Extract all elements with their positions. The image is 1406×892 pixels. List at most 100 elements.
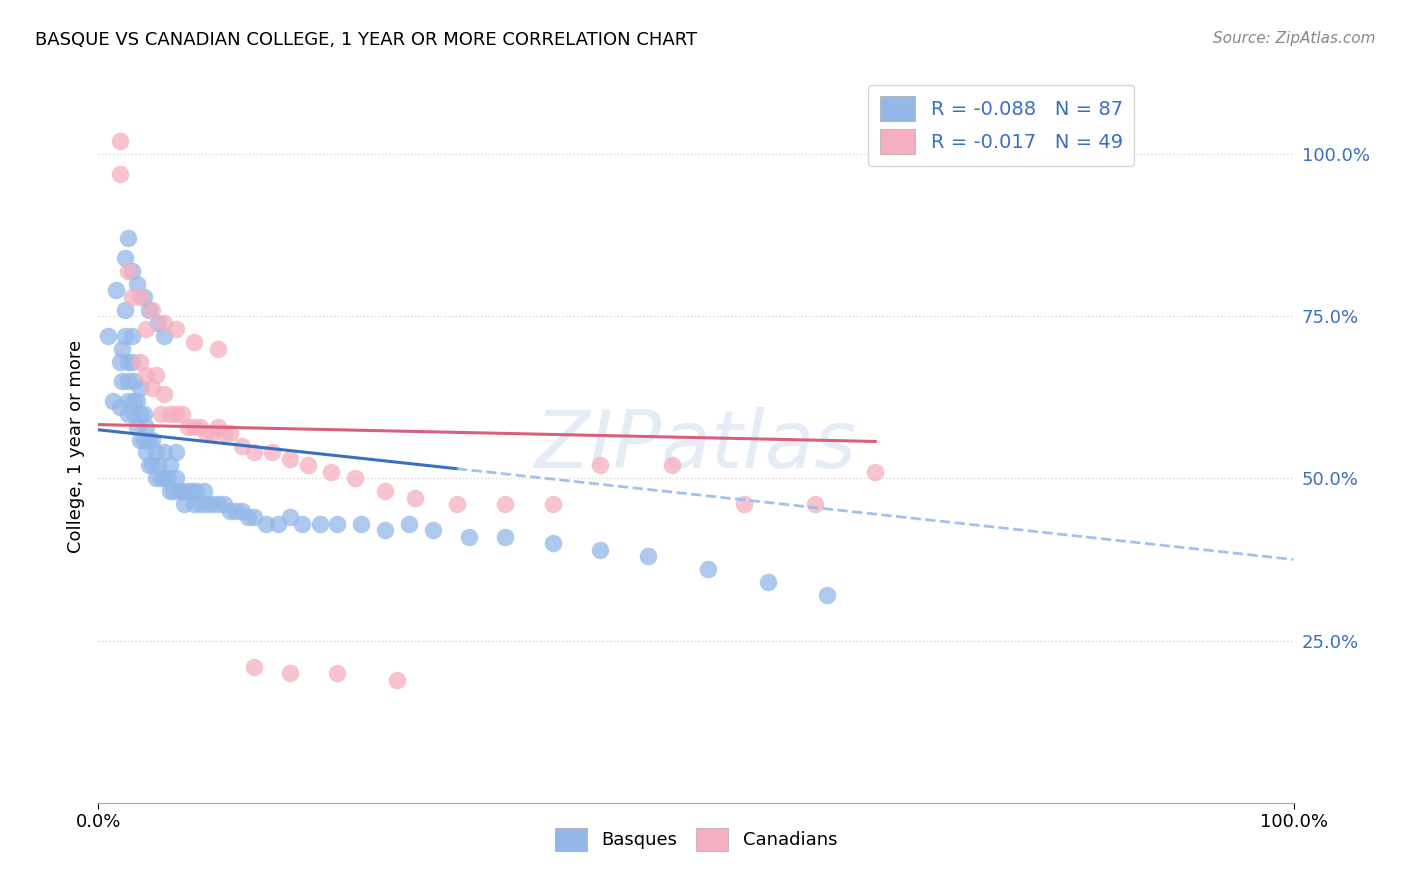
Point xyxy=(180,484,202,499)
Point xyxy=(260,445,283,459)
Point xyxy=(278,666,301,681)
Point xyxy=(225,504,247,518)
Point xyxy=(374,484,396,499)
Point xyxy=(865,465,887,479)
Point xyxy=(169,484,191,499)
Point xyxy=(117,264,139,278)
Point xyxy=(165,445,187,459)
Point xyxy=(183,497,205,511)
Point xyxy=(494,497,516,511)
Point xyxy=(124,393,146,408)
Point xyxy=(132,433,155,447)
Point xyxy=(243,445,266,459)
Point xyxy=(125,419,148,434)
Point xyxy=(117,374,139,388)
Point xyxy=(117,407,139,421)
Point xyxy=(321,465,343,479)
Point xyxy=(236,510,259,524)
Point xyxy=(458,530,481,544)
Point xyxy=(308,516,330,531)
Point xyxy=(105,283,128,297)
Point xyxy=(188,419,211,434)
Point xyxy=(219,425,242,440)
Point xyxy=(125,277,148,291)
Point xyxy=(108,400,131,414)
Point xyxy=(212,497,235,511)
Point xyxy=(135,368,157,382)
Point xyxy=(541,536,564,550)
Point xyxy=(231,504,253,518)
Text: ZIPatlas: ZIPatlas xyxy=(534,407,858,485)
Point xyxy=(177,484,200,499)
Text: Source: ZipAtlas.com: Source: ZipAtlas.com xyxy=(1212,31,1375,46)
Point xyxy=(159,484,181,499)
Point xyxy=(129,381,152,395)
Point xyxy=(159,458,181,473)
Point xyxy=(129,354,152,368)
Point xyxy=(173,497,195,511)
Point xyxy=(114,302,136,317)
Legend: Basques, Canadians: Basques, Canadians xyxy=(547,821,845,858)
Point xyxy=(446,497,468,511)
Point xyxy=(121,328,143,343)
Point xyxy=(188,497,211,511)
Point xyxy=(121,354,143,368)
Point xyxy=(195,425,218,440)
Point xyxy=(201,497,224,511)
Point xyxy=(114,328,136,343)
Point xyxy=(153,471,176,485)
Point xyxy=(148,316,170,330)
Point xyxy=(183,335,205,350)
Point xyxy=(132,290,155,304)
Point xyxy=(129,290,152,304)
Point xyxy=(815,588,838,602)
Point xyxy=(589,542,612,557)
Point xyxy=(129,433,152,447)
Point xyxy=(149,407,172,421)
Point xyxy=(374,524,396,538)
Point xyxy=(589,458,612,473)
Point xyxy=(148,458,170,473)
Point xyxy=(186,484,208,499)
Point xyxy=(135,419,157,434)
Point xyxy=(212,425,235,440)
Point xyxy=(141,433,163,447)
Point xyxy=(541,497,564,511)
Point xyxy=(117,231,139,245)
Point xyxy=(267,516,290,531)
Point xyxy=(97,328,120,343)
Point xyxy=(129,407,152,421)
Point xyxy=(193,484,215,499)
Point xyxy=(138,433,160,447)
Point xyxy=(135,445,157,459)
Point xyxy=(135,322,157,336)
Point xyxy=(398,516,420,531)
Point xyxy=(108,134,131,148)
Point xyxy=(243,659,266,673)
Point xyxy=(165,407,187,421)
Point xyxy=(117,354,139,368)
Point xyxy=(141,458,163,473)
Point xyxy=(124,407,146,421)
Point xyxy=(165,322,187,336)
Point xyxy=(183,419,205,434)
Y-axis label: College, 1 year or more: College, 1 year or more xyxy=(66,340,84,552)
Point xyxy=(326,666,349,681)
Point xyxy=(207,419,229,434)
Point xyxy=(385,673,409,687)
Point xyxy=(291,516,314,531)
Point xyxy=(145,368,167,382)
Point xyxy=(156,471,179,485)
Point xyxy=(138,458,160,473)
Point xyxy=(153,316,176,330)
Point xyxy=(344,471,367,485)
Point xyxy=(153,387,176,401)
Point xyxy=(165,471,187,485)
Point xyxy=(162,484,184,499)
Point xyxy=(297,458,319,473)
Point xyxy=(153,445,176,459)
Point xyxy=(101,393,124,408)
Point xyxy=(494,530,516,544)
Point xyxy=(207,497,229,511)
Point xyxy=(278,452,301,467)
